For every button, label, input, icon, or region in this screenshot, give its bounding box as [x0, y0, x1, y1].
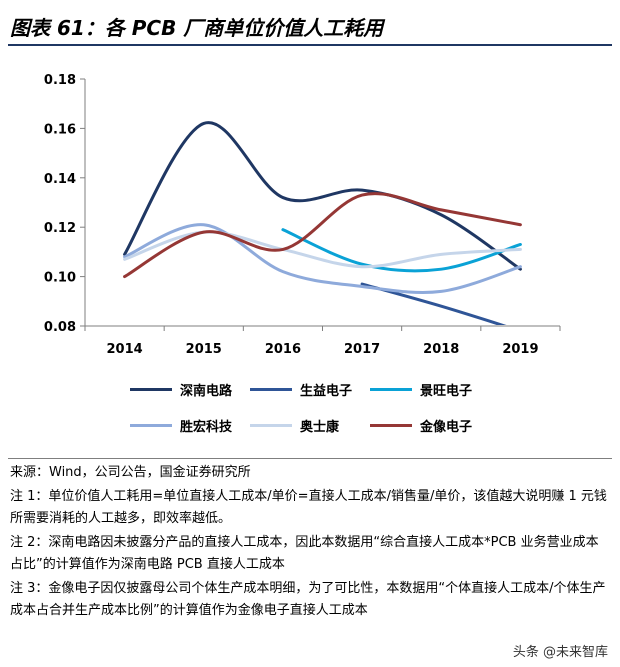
- legend-item: 金像电子: [370, 414, 472, 436]
- chart-series: [123, 121, 522, 325]
- x-tick-label: 2017: [344, 342, 380, 357]
- legend-item: 生益电子: [250, 378, 352, 400]
- x-tick-label: 2014: [106, 342, 142, 357]
- legend-item: 景旺电子: [370, 378, 472, 400]
- legend-label: 生益电子: [300, 383, 353, 399]
- note-3: 注 3：金像电子因仅披露母公司个体生产成本明细，为了可比性，本数据用“个体直接人…: [10, 581, 606, 618]
- note-2: 注 2：深南电路因未披露分产品的直接人工成本，因此本数据用“综合直接人工成本*P…: [10, 535, 599, 572]
- legend-label: 深南电路: [180, 383, 233, 399]
- legend-swatch: [370, 387, 412, 391]
- y-tick-label: 0.14: [44, 172, 76, 187]
- legend-swatch: [250, 423, 292, 427]
- x-tick-label: 2018: [423, 342, 459, 357]
- page-title: 图表 61：各 PCB 厂商单位价值人工耗用: [10, 16, 384, 40]
- x-tick-label: 2016: [265, 342, 301, 357]
- chart-legend: 深南电路 生益电子 景旺电子胜宏科技 奥士康 金像电子: [0, 372, 620, 452]
- chart-ticks: 0.08 0.10 0.12 0.14 0.16 0.18 2014 2015 2016 2017…: [44, 73, 561, 357]
- y-tick-label: 0.16: [44, 122, 76, 137]
- y-tick-label: 0.08: [44, 320, 76, 335]
- legend-swatch: [250, 387, 292, 391]
- watermark: 头条 @未来智库: [508, 640, 612, 661]
- series-line-3: [123, 223, 522, 295]
- x-tick-label: 2015: [186, 342, 222, 357]
- line-chart: 0.08 0.10 0.12 0.14 0.16 0.18 2014 2015 2016 2017…: [44, 73, 561, 357]
- chart-axes: [84, 79, 560, 327]
- note-1: 注 1：单位价值人工耗用=单位直接人工成本/单价=直接人工成本/销售量/单价，该…: [10, 489, 607, 526]
- legend-label: 金像电子: [420, 419, 473, 435]
- notes-divider: [8, 458, 612, 459]
- legend-swatch: [370, 423, 412, 427]
- chart-area: 0.08 0.10 0.12 0.14 0.16 0.18 2014 2015 2016 2017…: [0, 52, 620, 452]
- legend-item: 胜宏科技: [130, 414, 232, 436]
- legend-item: 深南电路: [130, 378, 232, 400]
- title-divider: [8, 44, 612, 46]
- legend-item: 奥士康: [250, 414, 339, 436]
- y-tick-label: 0.12: [44, 221, 76, 236]
- series-line-5: [123, 192, 522, 279]
- legend-swatch: [130, 387, 172, 391]
- legend-swatch: [130, 423, 172, 427]
- legend-label: 景旺电子: [420, 383, 473, 399]
- source-note: 来源：Wind，公司公告，国金证券研究所: [10, 465, 251, 480]
- notes-section: 来源：Wind，公司公告，国金证券研究所 注 1：单位价值人工耗用=单位直接人工…: [10, 462, 610, 624]
- legend-label: 奥士康: [300, 419, 340, 435]
- series-line-0: [123, 121, 522, 271]
- y-tick-label: 0.18: [44, 73, 76, 88]
- y-tick-label: 0.10: [44, 271, 76, 286]
- series-line-2: [281, 228, 522, 273]
- x-tick-label: 2019: [502, 342, 538, 357]
- legend-label: 胜宏科技: [180, 419, 233, 435]
